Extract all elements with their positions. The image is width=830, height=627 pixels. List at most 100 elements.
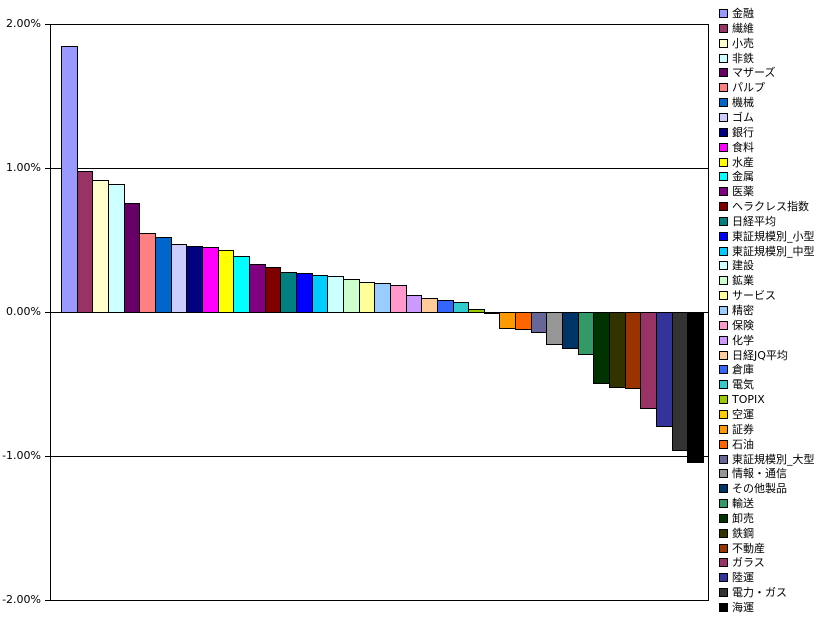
- legend-item-機械: 機械: [719, 95, 754, 109]
- legend-item-マザーズ: マザーズ: [719, 65, 775, 79]
- legend-label: 建設: [732, 258, 754, 272]
- legend-label: 鉄鋼: [732, 526, 754, 540]
- legend-item-TOPIX: TOPIX: [719, 392, 765, 406]
- legend-item-日経JQ平均: 日経JQ平均: [719, 348, 788, 362]
- legend-item-不動産: 不動産: [719, 541, 765, 555]
- bar-海運: [687, 312, 704, 463]
- legend-item-倉庫: 倉庫: [719, 362, 754, 376]
- legend-item-医薬: 医薬: [719, 184, 754, 198]
- legend: 金融 繊維 小売 非鉄 マザーズ パルプ 機械 ゴム 銀行 食料 水産 金属 医薬 ヘラクレス指数 日経平均…: [719, 6, 829, 621]
- legend-label: 電気: [732, 377, 754, 391]
- legend-swatch-icon: [719, 379, 728, 389]
- legend-swatch-icon: [719, 67, 728, 77]
- bar-ガラス: [640, 312, 657, 409]
- legend-item-精密: 精密: [719, 303, 754, 317]
- legend-label: 機械: [732, 95, 754, 109]
- legend-swatch-icon: [719, 513, 728, 523]
- legend-item-電気: 電気: [719, 377, 754, 391]
- y-axis-tick-mark: [45, 456, 50, 457]
- bar-日経JQ平均: [421, 298, 438, 313]
- bar-医薬: [249, 264, 266, 313]
- legend-swatch-icon: [719, 364, 728, 374]
- bar-銀行: [186, 246, 203, 313]
- legend-label: 東証規模別_中型: [732, 244, 815, 258]
- legend-label: 東証規模別_大型: [732, 452, 815, 466]
- bar-電気: [453, 302, 469, 313]
- legend-label: 電力・ガス: [732, 585, 787, 599]
- legend-item-電力・ガス: 電力・ガス: [719, 585, 787, 599]
- legend-swatch-icon: [719, 23, 728, 33]
- plot-area: [50, 24, 709, 601]
- legend-item-卸売: 卸売: [719, 511, 754, 525]
- legend-item-繊維: 繊維: [719, 21, 754, 35]
- bar-石油: [515, 312, 532, 330]
- bar-陸運: [656, 312, 673, 427]
- legend-swatch-icon: [719, 127, 728, 137]
- legend-label: 金融: [732, 6, 754, 20]
- legend-item-金融: 金融: [719, 6, 754, 20]
- bar-情報・通信: [546, 312, 563, 345]
- legend-label: 証券: [732, 422, 754, 436]
- legend-swatch-icon: [719, 275, 728, 285]
- bar-鉄鋼: [609, 312, 626, 388]
- bar-非鉄: [108, 184, 125, 313]
- bar-パルプ: [139, 233, 156, 313]
- legend-label: ガラス: [732, 555, 765, 569]
- legend-label: 非鉄: [732, 51, 754, 65]
- legend-item-小売: 小売: [719, 36, 754, 50]
- legend-item-東証規模別_小型: 東証規模別_小型: [719, 229, 815, 243]
- legend-swatch-icon: [719, 53, 728, 63]
- legend-item-ガラス: ガラス: [719, 555, 765, 569]
- legend-label: 東証規模別_小型: [732, 229, 815, 243]
- bar-日経平均: [280, 272, 297, 313]
- legend-swatch-icon: [719, 171, 728, 181]
- legend-swatch-icon: [719, 112, 728, 122]
- legend-item-ゴム: ゴム: [719, 110, 754, 124]
- legend-swatch-icon: [719, 201, 728, 211]
- legend-swatch-icon: [719, 394, 728, 404]
- legend-item-水産: 水産: [719, 155, 754, 169]
- bar-食料: [202, 247, 219, 313]
- legend-label: 倉庫: [732, 362, 754, 376]
- legend-swatch-icon: [719, 8, 728, 18]
- legend-swatch-icon: [719, 320, 728, 330]
- legend-label: 日経平均: [732, 214, 776, 228]
- legend-item-石油: 石油: [719, 437, 754, 451]
- bar-繊維: [77, 171, 93, 313]
- y-axis-tick-label: 0.00%: [6, 305, 41, 318]
- y-axis-tick-label: 2.00%: [6, 17, 41, 30]
- legend-label: 水産: [732, 155, 754, 169]
- legend-swatch-icon: [719, 587, 728, 597]
- legend-item-東証規模別_大型: 東証規模別_大型: [719, 452, 815, 466]
- legend-label: マザーズ: [732, 65, 776, 79]
- legend-label: 石油: [732, 437, 754, 451]
- legend-item-非鉄: 非鉄: [719, 51, 754, 65]
- legend-label: パルプ: [732, 80, 765, 94]
- legend-label: ヘラクレス指数: [732, 199, 809, 213]
- legend-swatch-icon: [719, 454, 728, 464]
- y-axis-tick-label: 1.00%: [6, 161, 41, 174]
- legend-swatch-icon: [719, 231, 728, 241]
- legend-item-日経平均: 日経平均: [719, 214, 776, 228]
- bar-電力・ガス: [672, 312, 688, 451]
- legend-label: 繊維: [732, 21, 754, 35]
- bar-卸売: [593, 312, 610, 384]
- bar-マザーズ: [124, 203, 140, 313]
- legend-label: 食料: [732, 140, 754, 154]
- legend-swatch-icon: [719, 572, 728, 582]
- y-axis-tick-label: -2.00%: [2, 593, 41, 606]
- legend-item-保険: 保険: [719, 318, 754, 332]
- legend-swatch-icon: [719, 468, 728, 478]
- legend-swatch-icon: [719, 38, 728, 48]
- legend-item-証券: 証券: [719, 422, 754, 436]
- legend-swatch-icon: [719, 528, 728, 538]
- legend-swatch-icon: [719, 350, 728, 360]
- legend-item-鉱業: 鉱業: [719, 273, 754, 287]
- legend-swatch-icon: [719, 290, 728, 300]
- bar-保険: [390, 285, 407, 313]
- bar-サービス: [359, 282, 375, 313]
- legend-item-化学: 化学: [719, 333, 754, 347]
- bar-輸送: [578, 312, 594, 355]
- bar-小売: [92, 180, 109, 313]
